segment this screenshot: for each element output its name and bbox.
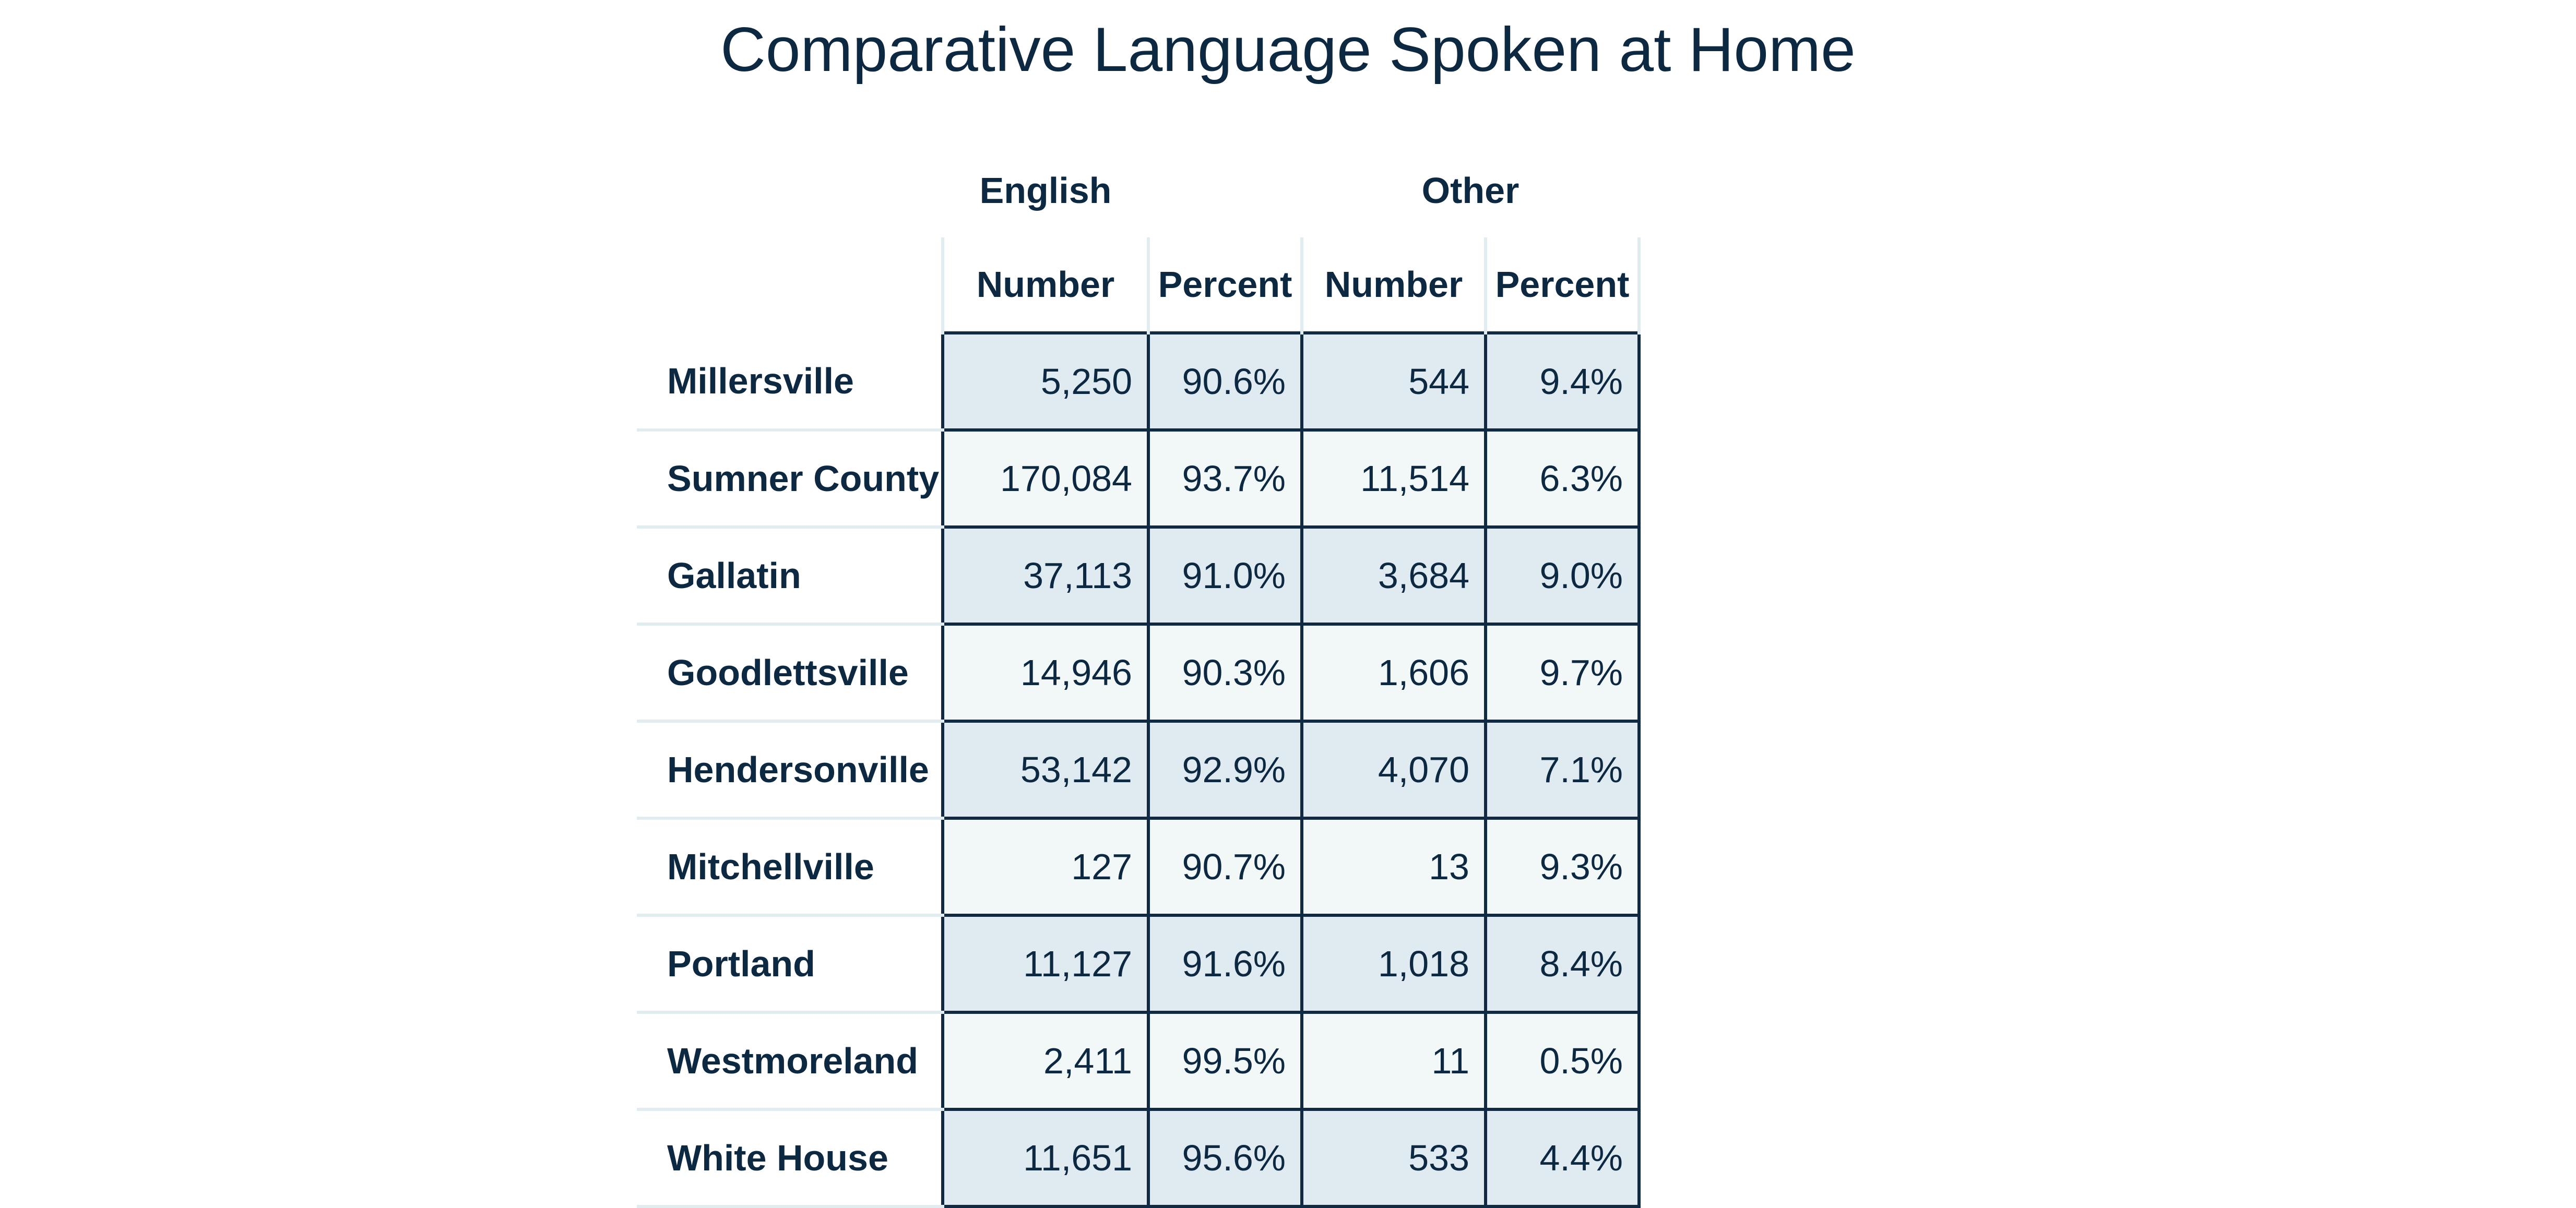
cell-english-percent: 90.6% [1147,331,1303,432]
row-label-place: White House [637,1109,943,1208]
group-header-english: English [979,170,1112,211]
cell-other-number: 4,070 [1300,720,1487,820]
column-header-place [637,237,944,333]
table-row: Hendersonville 53,142 92.9% 4,070 7.1% [637,720,1641,820]
cell-english-number: 11,651 [941,1108,1150,1208]
cell-other-number: 3,684 [1300,525,1487,626]
table-row: White House 11,651 95.6% 533 4.4% [637,1108,1641,1208]
cell-english-percent: 90.3% [1147,623,1303,723]
table-row: Millersville 5,250 90.6% 544 9.4% [637,331,1641,432]
group-header-other: Other [1421,170,1520,211]
cell-other-percent: 9.0% [1484,525,1641,626]
column-header-english-number: Number [941,237,1150,333]
cell-other-percent: 9.7% [1484,623,1641,723]
cell-other-percent: 7.1% [1484,720,1641,820]
cell-english-percent: 99.5% [1147,1011,1303,1111]
row-label-place: Portland [637,915,943,1014]
table-row: Gallatin 37,113 91.0% 3,684 9.0% [637,525,1641,626]
cell-other-number: 1,018 [1300,914,1487,1014]
cell-english-percent: 91.6% [1147,914,1303,1014]
cell-other-percent: 6.3% [1484,428,1641,529]
cell-other-percent: 4.4% [1484,1108,1641,1208]
cell-other-percent: 9.4% [1484,331,1641,432]
table-row: Mitchellville 127 90.7% 13 9.3% [637,817,1641,917]
column-header-other-number: Number [1300,237,1487,333]
cell-english-percent: 90.7% [1147,817,1303,917]
cell-other-number: 544 [1300,331,1487,432]
language-table: Number Percent Number Percent Millersvil… [637,237,1641,1208]
row-label-place: Goodlettsville [637,624,943,723]
cell-other-number: 11,514 [1300,428,1487,529]
table-row: Sumner County 170,084 93.7% 11,514 6.3% [637,428,1641,529]
cell-english-number: 2,411 [941,1011,1150,1111]
cell-other-percent: 8.4% [1484,914,1641,1014]
cell-english-percent: 91.0% [1147,525,1303,626]
table-row: Portland 11,127 91.6% 1,018 8.4% [637,914,1641,1014]
row-label-place: Gallatin [637,527,943,626]
cell-other-number: 533 [1300,1108,1487,1208]
cell-other-number: 13 [1300,817,1487,917]
cell-other-percent: 9.3% [1484,817,1641,917]
table-body: Millersville 5,250 90.6% 544 9.4% Sumner Coun… [637,331,1641,1208]
cell-english-number: 14,946 [941,623,1150,723]
cell-other-number: 11 [1300,1011,1487,1111]
cell-english-number: 11,127 [941,914,1150,1014]
cell-english-percent: 93.7% [1147,428,1303,529]
column-header-other-percent: Percent [1484,237,1641,333]
cell-english-number: 53,142 [941,720,1150,820]
cell-english-number: 5,250 [941,331,1150,432]
row-label-place: Hendersonville [637,721,943,820]
row-label-place: Westmoreland [637,1012,943,1111]
cell-english-number: 170,084 [941,428,1150,529]
cell-english-number: 127 [941,817,1150,917]
cell-english-percent: 92.9% [1147,720,1303,820]
column-header-row: Number Percent Number Percent [637,237,1641,333]
cell-other-percent: 0.5% [1484,1011,1641,1111]
page-title: Comparative Language Spoken at Home [720,15,1856,85]
row-label-place: Sumner County [637,430,943,529]
table-row: Goodlettsville 14,946 90.3% 1,606 9.7% [637,623,1641,723]
row-label-place: Millersville [637,333,943,432]
table-row: Westmoreland 2,411 99.5% 11 0.5% [637,1011,1641,1111]
cell-english-percent: 95.6% [1147,1108,1303,1208]
cell-other-number: 1,606 [1300,623,1487,723]
cell-english-number: 37,113 [941,525,1150,626]
column-header-english-percent: Percent [1147,237,1303,333]
row-label-place: Mitchellville [637,818,943,917]
